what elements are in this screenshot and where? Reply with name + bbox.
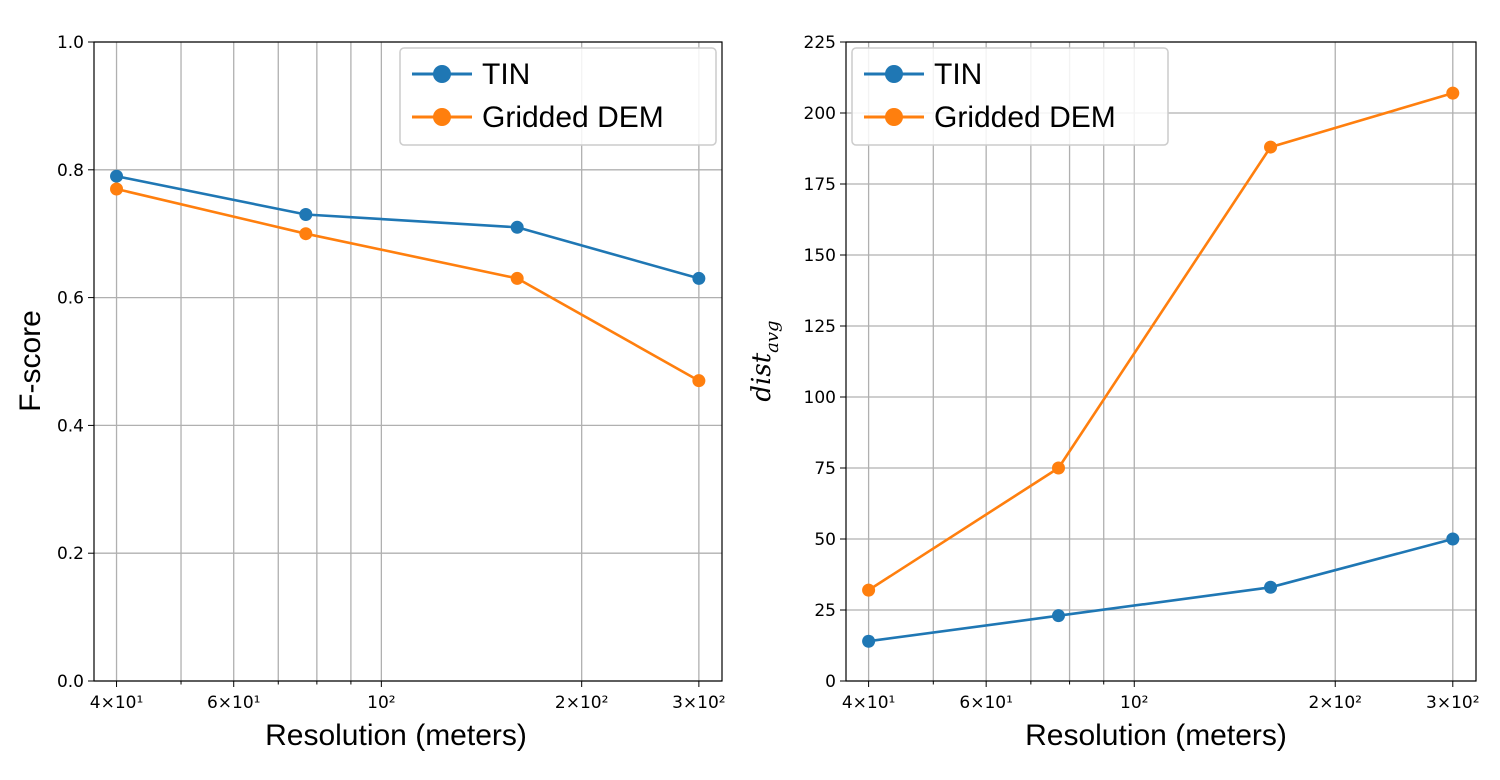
dist-avg-chart: 4×10¹ 6×10¹ 10² 2×10² 3×10² 0 25 50 75 100 125 150 1… — [747, 33, 1480, 752]
data-point — [1051, 461, 1065, 475]
legend-marker — [433, 65, 451, 83]
plot-area — [846, 42, 1476, 681]
y-tick-label: 225 — [804, 33, 836, 53]
x-tick-label: 2×10² — [1308, 693, 1362, 713]
y-tick-label: 0.0 — [57, 672, 84, 692]
y-tick-label: 150 — [804, 246, 836, 266]
y-tick-label: 50 — [814, 530, 836, 550]
data-point — [1051, 609, 1065, 623]
data-point — [510, 220, 524, 234]
axes-frame — [845, 41, 1477, 682]
series-line — [868, 537, 1454, 643]
f-score-chart: 4×10¹ 6×10¹ 10² 2×10² 3×10² 0.0 0.2 0.4 0.6 0.8 1.… — [14, 33, 726, 752]
axes-frame — [93, 41, 723, 682]
y-tick-label: 0.4 — [57, 416, 84, 436]
legend-label: Gridded DEM — [482, 101, 664, 134]
data-point — [510, 271, 524, 285]
y-axis-title: distavg — [747, 320, 783, 401]
data-point — [1264, 580, 1278, 594]
data-point — [862, 583, 876, 597]
x-tick-label: 4×10¹ — [842, 693, 896, 713]
y-tick-label: 200 — [804, 104, 836, 124]
data-point — [862, 634, 876, 648]
x-tick-label: 10² — [1120, 693, 1148, 713]
x-axis-title: Resolution (meters) — [265, 719, 527, 752]
x-tick-label: 3×10² — [1426, 693, 1480, 713]
series-tin — [110, 169, 706, 285]
data-point — [1446, 86, 1460, 100]
legend-label: TIN — [482, 58, 530, 91]
data-point — [299, 227, 313, 241]
x-tick-label: 10² — [367, 693, 395, 713]
series-gridded-dem — [862, 86, 1460, 597]
y-axis-title-main: dist — [747, 352, 777, 401]
legend-frame — [851, 47, 1169, 146]
data-point — [110, 182, 124, 196]
y-tick-label: 0.2 — [57, 544, 84, 564]
y-tick-label: 175 — [804, 175, 836, 195]
y-axis-title-subscript: avg — [762, 320, 783, 352]
y-axis-title: F-score — [14, 310, 47, 412]
x-tick-label: 4×10¹ — [90, 693, 144, 713]
series-tin — [862, 532, 1460, 648]
x-tick-label: 6×10¹ — [207, 693, 261, 713]
y-tick-label: 1.0 — [57, 33, 84, 53]
x-tick-label: 6×10¹ — [959, 693, 1013, 713]
data-point — [1264, 140, 1278, 154]
y-tick-label: 125 — [804, 317, 836, 337]
y-tick-label: 0 — [825, 672, 836, 692]
x-tick-label: 2×10² — [555, 693, 609, 713]
data-point — [299, 208, 313, 222]
legend-frame — [399, 47, 717, 146]
legend-label: TIN — [934, 58, 982, 91]
legend: TIN Gridded DEM — [399, 47, 717, 146]
y-tick-label: 100 — [804, 388, 836, 408]
y-tick-label: 0.8 — [57, 161, 84, 181]
x-axis-title: Resolution (meters) — [1025, 719, 1287, 752]
data-point — [110, 169, 124, 183]
grid — [846, 41, 1476, 682]
plot-area — [94, 42, 722, 681]
data-point — [692, 374, 706, 388]
legend-label: Gridded DEM — [934, 101, 1116, 134]
series-line — [867, 91, 1454, 592]
legend-marker — [433, 108, 451, 126]
y-tick-label: 75 — [814, 459, 836, 479]
legend-marker — [885, 108, 903, 126]
legend: TIN Gridded DEM — [851, 47, 1169, 146]
legend-marker — [885, 65, 903, 83]
data-point — [692, 271, 706, 285]
series-line — [116, 187, 700, 382]
y-tick-label: 25 — [814, 601, 836, 621]
data-point — [1446, 532, 1460, 546]
y-tick-label: 0.6 — [57, 289, 84, 309]
x-tick-label: 3×10² — [672, 693, 726, 713]
series-line — [116, 174, 700, 280]
series-gridded-dem — [110, 182, 706, 388]
